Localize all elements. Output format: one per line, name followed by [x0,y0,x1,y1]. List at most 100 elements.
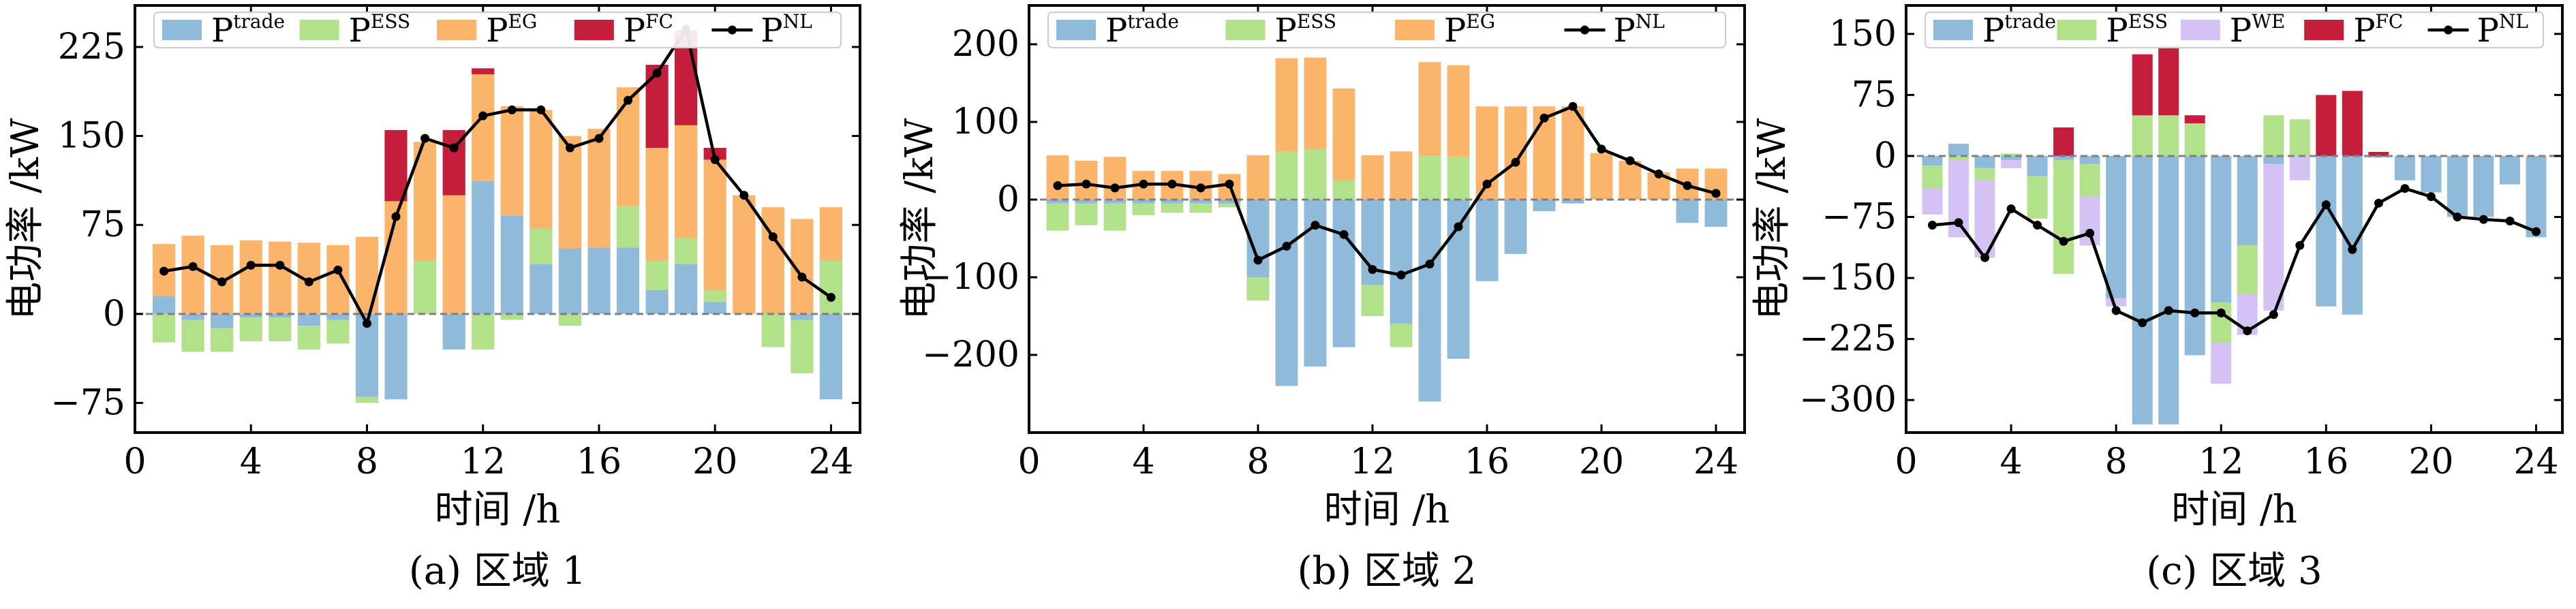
bar-ess [1332,180,1355,200]
y-tick-label: 0 [997,179,1019,220]
nl-point [1454,222,1463,232]
legend-marker-nl [727,25,737,35]
bar-trade [2473,155,2494,217]
bar-trade [558,249,581,314]
bar-eg [558,136,581,249]
y-tick-label: 100 [952,102,1019,142]
legend: Ptrade PESS PEG PFC PNL [153,10,842,50]
nl-point [2033,221,2042,230]
nl-point [2400,184,2410,193]
x-axis-label: 时间 /h [435,488,561,532]
bar-ess [2184,123,2205,156]
bar-ess [761,313,784,347]
bar-ess [645,260,669,290]
bar-eg [1390,151,1413,200]
y-tick-label: −100 [922,257,1019,298]
bar-ess [2263,115,2284,156]
x-tick-label: 12 [2198,441,2243,482]
bar-ess [703,290,726,302]
nl-point [2059,236,2068,246]
bar-ess [1361,285,1384,316]
nl-point [1980,253,1990,262]
nl-point [1310,221,1320,230]
x-tick-label: 0 [1895,441,1917,482]
nl-point [1711,189,1721,198]
bar-ess [2158,115,2179,156]
bar-fc [2158,46,2179,116]
bar-eg [675,125,698,238]
bar-trade [211,313,234,328]
bar-ess [1218,203,1241,208]
x-tick-label: 24 [2513,441,2558,482]
bar-ess [181,319,204,352]
panel-caption: (c) 区域 3 [2146,549,2322,593]
bar-eg [587,129,611,248]
bar-eg [500,106,523,216]
nl-point [710,155,720,164]
bar-eg [1246,155,1270,200]
bar-trade [1561,200,1584,204]
legend-label-trade: Ptrade [211,10,285,50]
bar-eg [1561,106,1584,200]
nl-point [449,143,459,153]
nl-point [304,277,313,287]
bar-trade [675,264,698,314]
bar-trade [472,181,495,314]
bar-trade [2316,155,2337,307]
nl-point [2426,192,2436,202]
axes-frame [1028,4,1746,434]
bar-eg [181,235,204,314]
nl-point [1139,179,1148,189]
legend: Ptrade PESS PWE PFC PNL [1925,10,2544,50]
nl-point [1053,181,1062,190]
bar-eg [703,159,726,290]
bar-ess [675,238,698,264]
bar-trade [1046,200,1069,204]
x-axis-label: 时间 /h [2171,488,2297,532]
bar-trade [326,313,350,320]
legend-marker-nl [1580,25,1589,35]
bar-eg [1361,155,1384,200]
nl-point [1082,179,1091,189]
bar-ess [1304,149,1327,200]
nl-point [363,319,371,328]
nl-point [2111,306,2121,315]
bar-ess [1948,155,1969,160]
bar-trade [2001,155,2022,160]
y-tick-label: 75 [1852,74,1897,115]
bar-ess [2237,245,2258,294]
nl-point [333,265,343,275]
nl-point [1167,179,1177,189]
bar-eg [1418,62,1441,155]
legend-swatch-eg [437,20,477,40]
bar-we [2106,298,2127,307]
x-tick-label: 20 [2408,441,2453,482]
bar-ess [791,319,814,373]
nl-point [1339,230,1349,239]
bar-ess [269,317,292,341]
bar-fc [2368,152,2389,156]
y-tick-label: −200 [922,334,1019,375]
legend-swatch-trade [1933,20,1973,40]
y-axis-label: 电功率 /kW [898,118,942,320]
bar-ess [2001,153,2022,156]
legend-swatch-trade [1056,20,1096,40]
bar-we [2263,163,2284,311]
nl-point [2295,240,2305,250]
nl-point [507,105,517,114]
bar-ess [414,260,437,314]
bar-ess [1447,157,1470,200]
nl-point [2243,326,2252,336]
y-tick-label: 0 [103,294,125,334]
bar-we [2079,196,2100,246]
x-tick-label: 12 [1350,441,1395,482]
bar-ess [239,317,262,341]
bar-trade [1275,200,1298,386]
legend-swatch-ess [2057,20,2097,40]
bar-ess [153,313,176,343]
bar-ess [2211,302,2232,343]
nl-point [2006,204,2016,214]
bar-trade [2132,155,2153,424]
nl-point [159,266,169,276]
bar-trade [1948,144,1969,156]
